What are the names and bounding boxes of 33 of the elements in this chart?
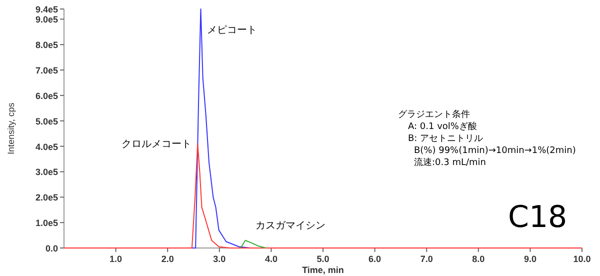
x-tick-label: 8.0 <box>472 254 485 264</box>
x-tick-label: 3.0 <box>213 254 226 264</box>
y-tick-label: 9.0e5 <box>35 14 58 25</box>
annotation: B(%) 99%(1min)→10min→1%(2min) <box>414 146 576 156</box>
x-tick-label: 7.0 <box>420 254 433 264</box>
annotation: A: 0.1 vol%ぎ酸 <box>408 121 477 132</box>
x-tick-label: 6.0 <box>368 254 382 264</box>
x-tick-label: 9.0 <box>524 254 536 264</box>
annotation: 流速:0.3 mL/min <box>414 157 486 168</box>
y-tick-label: 5.0e5 <box>35 116 58 126</box>
line-series <box>240 240 267 248</box>
y-tick-label: 4.0e5 <box>35 142 58 152</box>
x-tick-label: 5.0 <box>316 254 330 264</box>
y-tick-label: 0.0 <box>45 244 58 254</box>
y-tick-label: 1.0e5 <box>35 218 58 228</box>
series-label: メピコート <box>206 25 257 36</box>
x-tick-label: 4.0 <box>264 254 278 264</box>
series-label: クロルメコート <box>122 138 192 150</box>
y-tick-label: 2.0e5 <box>35 192 58 203</box>
annotation: B: アセトニトリル <box>408 134 484 144</box>
x-tick-label: 10.0 <box>573 254 591 264</box>
y-tick-label: 9.4e5 <box>35 4 58 14</box>
y-tick-label: 8.0e5 <box>35 40 58 50</box>
annotation: C18 <box>508 200 568 235</box>
y-axis-title: Intensity, cps <box>6 102 16 154</box>
x-tick-label: 2.0 <box>161 254 174 264</box>
x-axis-title: Time, min <box>302 265 344 275</box>
series-label: カスガマイシン <box>255 220 326 232</box>
y-tick-label: 7.0e5 <box>35 66 58 76</box>
y-tick-label: 6.0e5 <box>35 90 58 101</box>
x-tick-label: 1.0 <box>110 254 122 264</box>
annotation: グラジエント条件 <box>398 109 470 120</box>
y-tick-label: 3.0e5 <box>35 167 58 178</box>
